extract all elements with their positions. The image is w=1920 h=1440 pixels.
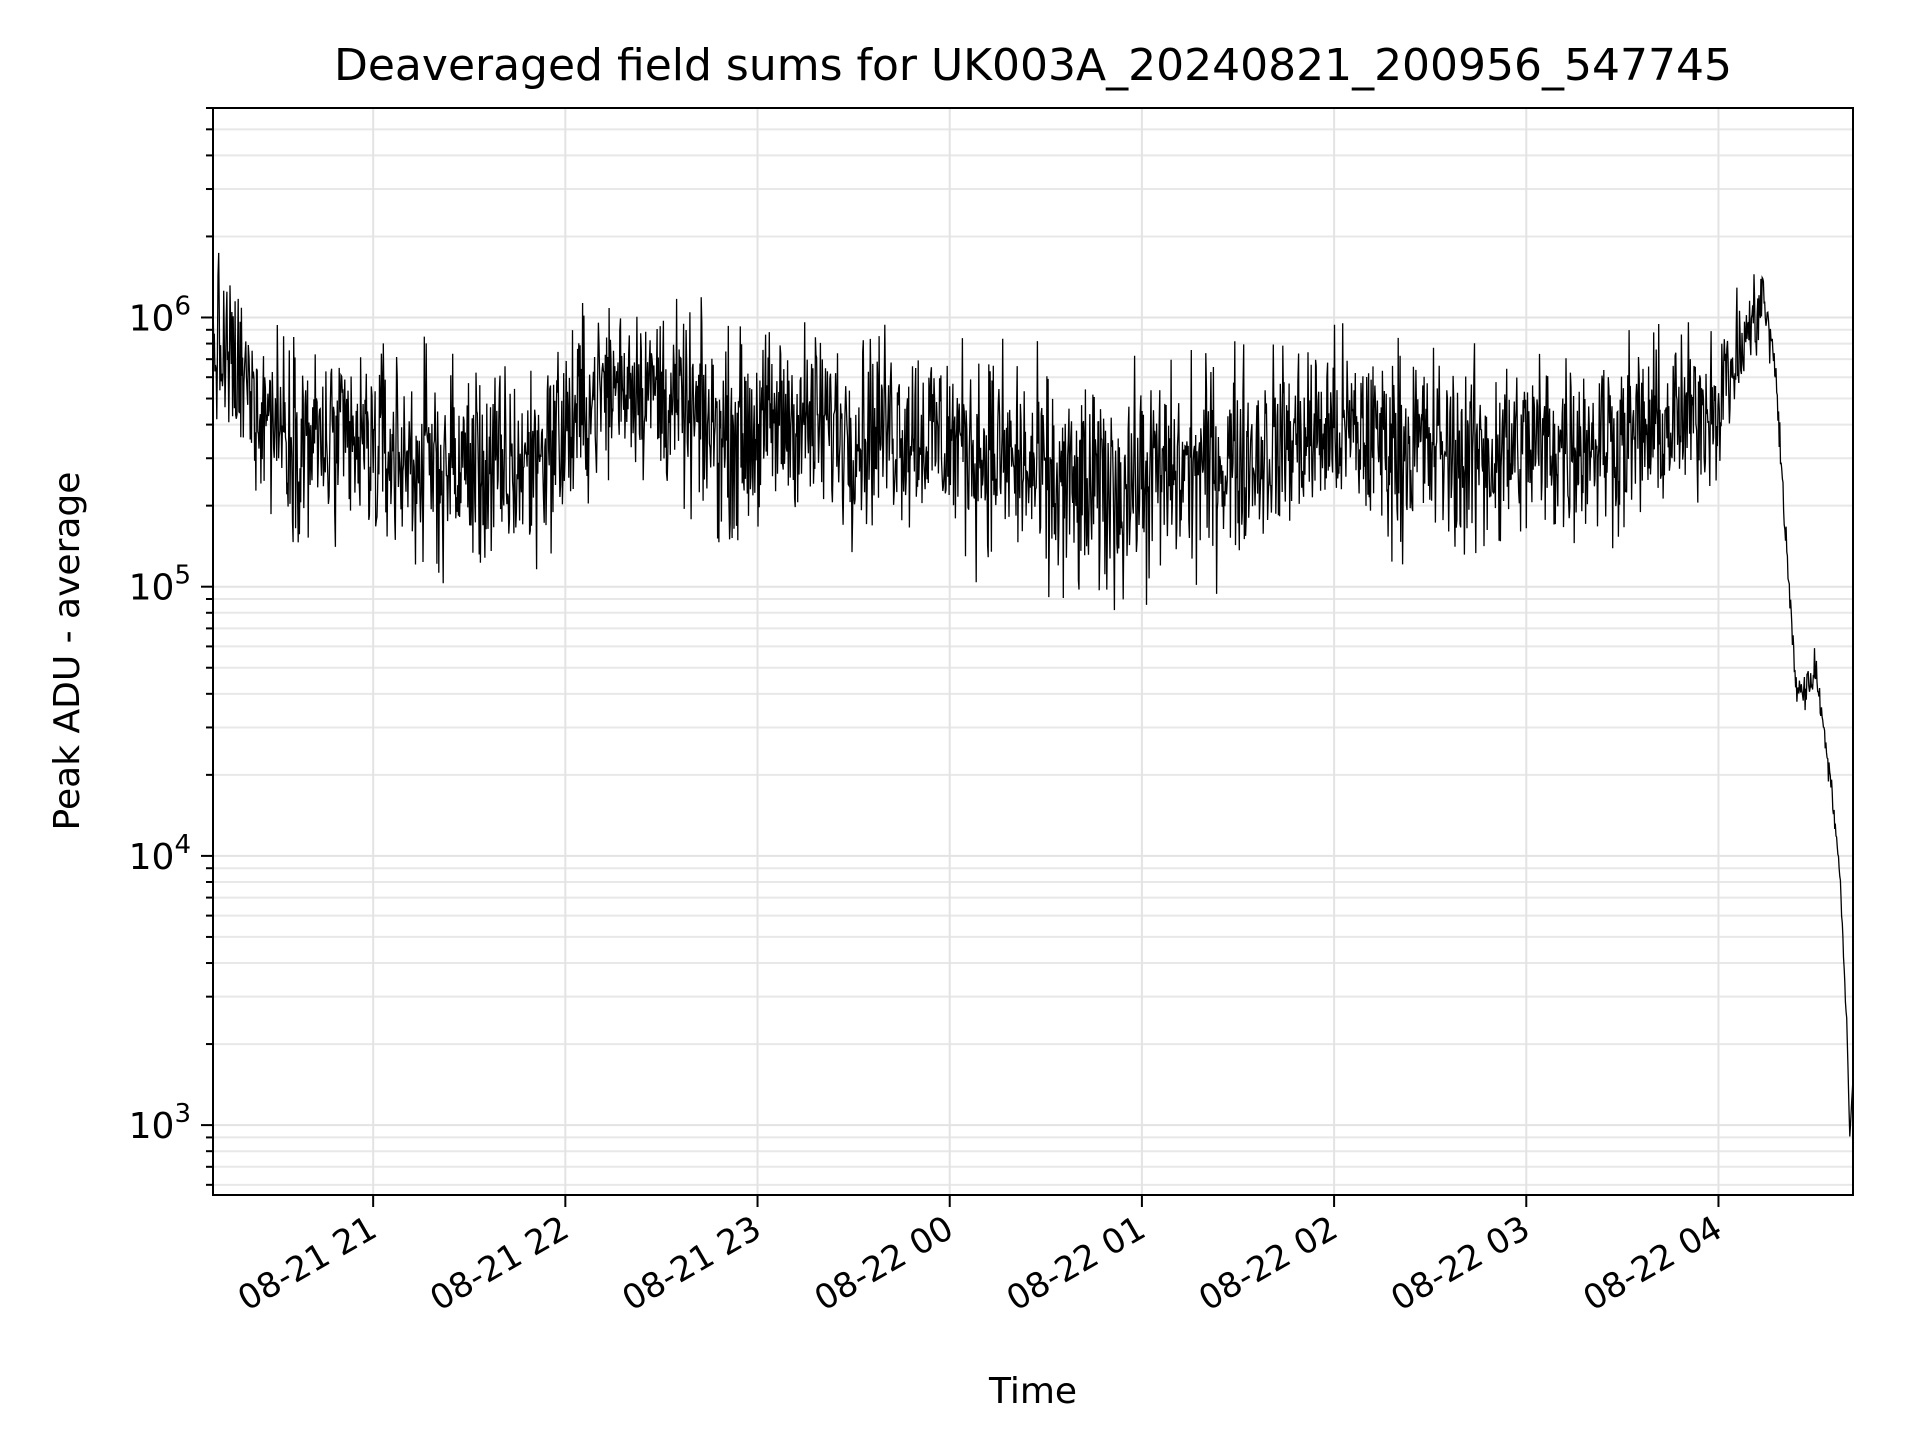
y-tick-exponent: 6 bbox=[174, 291, 191, 321]
y-tick-exponent: 3 bbox=[174, 1099, 191, 1129]
y-tick-label: 105 bbox=[129, 561, 191, 609]
y-tick-base: 10 bbox=[129, 837, 175, 878]
y-tick-base: 10 bbox=[129, 1106, 175, 1147]
y-tick-label: 104 bbox=[129, 830, 191, 878]
y-tick-label: 106 bbox=[129, 291, 191, 339]
chart-title: Deaveraged field sums for UK003A_2024082… bbox=[334, 40, 1732, 91]
y-tick-base: 10 bbox=[129, 298, 175, 339]
series-line bbox=[213, 252, 1853, 1137]
y-tick-base: 10 bbox=[129, 568, 175, 609]
plot-frame bbox=[212, 107, 1854, 1196]
y-tick-label: 103 bbox=[129, 1099, 191, 1147]
y-tick-exponent: 4 bbox=[174, 830, 191, 860]
x-axis-label: Time bbox=[988, 1371, 1077, 1412]
series-layer bbox=[213, 252, 1853, 1137]
y-tick-exponent: 5 bbox=[174, 561, 191, 591]
y-axis-label: Peak ADU - average bbox=[47, 472, 88, 831]
